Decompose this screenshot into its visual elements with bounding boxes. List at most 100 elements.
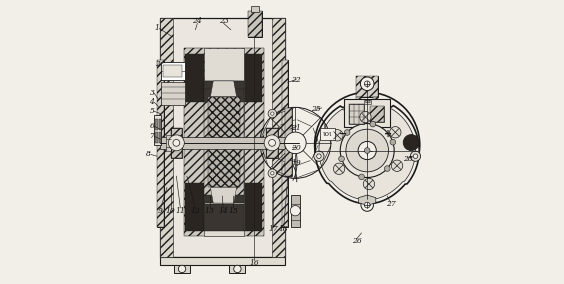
Bar [266,128,277,158]
Circle shape [385,166,390,172]
Circle shape [363,178,374,190]
Text: 16: 16 [249,259,259,267]
Circle shape [316,154,321,158]
Text: 12: 12 [191,207,200,215]
Bar [184,48,263,236]
Bar [282,60,288,227]
Bar [244,54,262,102]
Bar [154,115,161,145]
Bar [266,128,277,158]
Circle shape [169,135,184,151]
Text: 7: 7 [149,132,155,140]
Circle shape [360,111,371,123]
Bar [251,6,259,12]
Bar [157,60,164,227]
Text: 6: 6 [149,122,155,130]
Bar [204,88,244,196]
Text: 15: 15 [228,207,238,215]
Text: 24: 24 [192,17,202,25]
Text: 17: 17 [268,225,279,233]
Bar [164,65,182,77]
Bar [356,76,378,97]
Text: 28: 28 [403,155,412,163]
Circle shape [178,265,186,273]
Circle shape [333,163,345,174]
Polygon shape [359,195,376,205]
Circle shape [344,130,350,135]
Circle shape [370,121,376,127]
Text: 13: 13 [205,207,214,215]
Bar [155,132,158,143]
Circle shape [359,174,364,180]
Circle shape [332,130,343,141]
Bar [204,204,244,231]
Text: 25: 25 [311,105,320,113]
Bar [161,62,186,80]
Circle shape [285,132,306,154]
Circle shape [364,202,370,208]
Bar [290,195,300,227]
Bar [244,183,262,231]
Circle shape [403,135,419,151]
Bar [204,195,244,203]
Circle shape [290,206,301,216]
Text: 1: 1 [155,24,160,32]
Bar [248,11,262,37]
Text: ш: ш [364,99,370,104]
Circle shape [314,151,324,161]
Bar [160,18,173,257]
Bar [160,257,285,265]
Text: 5: 5 [149,107,155,115]
Bar [161,82,186,105]
Text: 27: 27 [386,200,395,208]
Bar [158,119,161,130]
Text: 18: 18 [279,225,289,233]
Bar [158,132,161,143]
Circle shape [271,172,274,175]
Bar [370,106,384,122]
Circle shape [264,135,280,151]
Bar [186,54,204,102]
Bar [157,60,164,227]
Bar [349,104,364,124]
Text: 10: 10 [166,207,175,215]
Polygon shape [319,105,416,200]
Bar [285,108,292,176]
Circle shape [339,156,345,162]
Bar [186,183,204,231]
Text: 20: 20 [292,144,301,152]
Polygon shape [210,187,236,203]
Text: −: − [339,129,347,139]
Circle shape [346,129,389,172]
Bar [370,106,384,122]
Bar [230,265,245,273]
Circle shape [268,109,276,118]
Bar [155,119,158,130]
Bar [364,100,371,104]
Circle shape [268,139,275,146]
Bar [160,18,285,257]
Bar [248,11,262,37]
Circle shape [411,151,421,161]
Bar [174,265,190,273]
Circle shape [268,169,276,178]
Text: 2: 2 [155,60,160,68]
Circle shape [390,127,401,138]
Text: 22: 22 [292,76,301,84]
Circle shape [358,141,376,160]
Bar [285,108,292,176]
Polygon shape [210,81,236,97]
Text: 4: 4 [149,98,155,106]
Circle shape [340,124,394,178]
Bar [344,99,390,127]
Bar [320,128,335,140]
Text: 9: 9 [158,207,163,215]
Text: 14: 14 [218,207,228,215]
Circle shape [413,154,418,158]
Bar [282,60,288,227]
Circle shape [315,92,420,197]
Bar [356,76,378,97]
Bar [204,48,244,236]
Bar [204,81,244,102]
Text: 19: 19 [292,159,301,167]
